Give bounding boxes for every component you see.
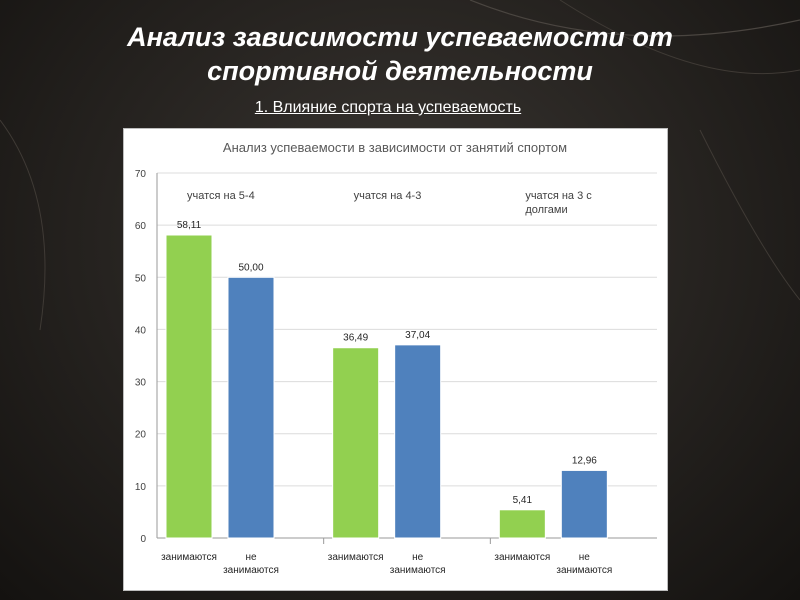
bar bbox=[394, 344, 442, 539]
data-label: 12,96 bbox=[572, 455, 597, 466]
data-label: 58,11 bbox=[177, 220, 202, 231]
y-tick-label: 20 bbox=[135, 430, 147, 441]
data-label: 36,49 bbox=[343, 333, 368, 344]
data-label: 5,41 bbox=[513, 495, 533, 506]
y-tick-label: 30 bbox=[135, 378, 147, 389]
x-tick-label: занимаются bbox=[556, 565, 612, 576]
bar bbox=[165, 234, 213, 539]
chart-container: Анализ успеваемости в зависимости от зан… bbox=[123, 128, 668, 591]
x-tick-label: занимаются bbox=[494, 552, 550, 563]
y-tick-label: 0 bbox=[140, 534, 146, 545]
slide-title-line1: Анализ зависимости успеваемости от bbox=[127, 22, 673, 52]
x-tick-label: занимаются bbox=[328, 552, 384, 563]
x-tick-label: не bbox=[579, 552, 591, 563]
group-label: учатся на 3 с bbox=[525, 190, 592, 202]
slide-title-line2: спортивной деятельности bbox=[207, 56, 593, 86]
data-label: 37,04 bbox=[405, 330, 430, 341]
y-tick-label: 50 bbox=[135, 273, 147, 284]
x-tick-label: занимаются bbox=[390, 565, 446, 576]
x-tick-label: не bbox=[245, 552, 257, 563]
bar bbox=[560, 469, 608, 539]
x-tick-label: занимаются bbox=[161, 552, 217, 563]
data-label: 50,00 bbox=[238, 262, 263, 273]
y-tick-label: 60 bbox=[135, 221, 147, 232]
bar bbox=[498, 509, 546, 539]
bar-chart: Анализ успеваемости в зависимости от зан… bbox=[135, 140, 657, 576]
x-tick-label: занимаются bbox=[223, 565, 279, 576]
group-label: долгами bbox=[525, 204, 567, 216]
y-tick-label: 70 bbox=[135, 169, 147, 180]
group-label: учатся на 5-4 bbox=[187, 190, 255, 202]
x-tick-label: не bbox=[412, 552, 424, 563]
group-label: учатся на 4-3 bbox=[354, 190, 422, 202]
bar bbox=[227, 276, 275, 539]
bar bbox=[332, 347, 380, 539]
y-tick-label: 10 bbox=[135, 482, 147, 493]
chart-title: Анализ успеваемости в зависимости от зан… bbox=[223, 140, 567, 155]
slide-title: Анализ зависимости успеваемости от спорт… bbox=[60, 20, 740, 88]
slide-subtitle: 1. Влияние спорта на успеваемость bbox=[254, 99, 522, 116]
y-tick-label: 40 bbox=[135, 325, 147, 336]
